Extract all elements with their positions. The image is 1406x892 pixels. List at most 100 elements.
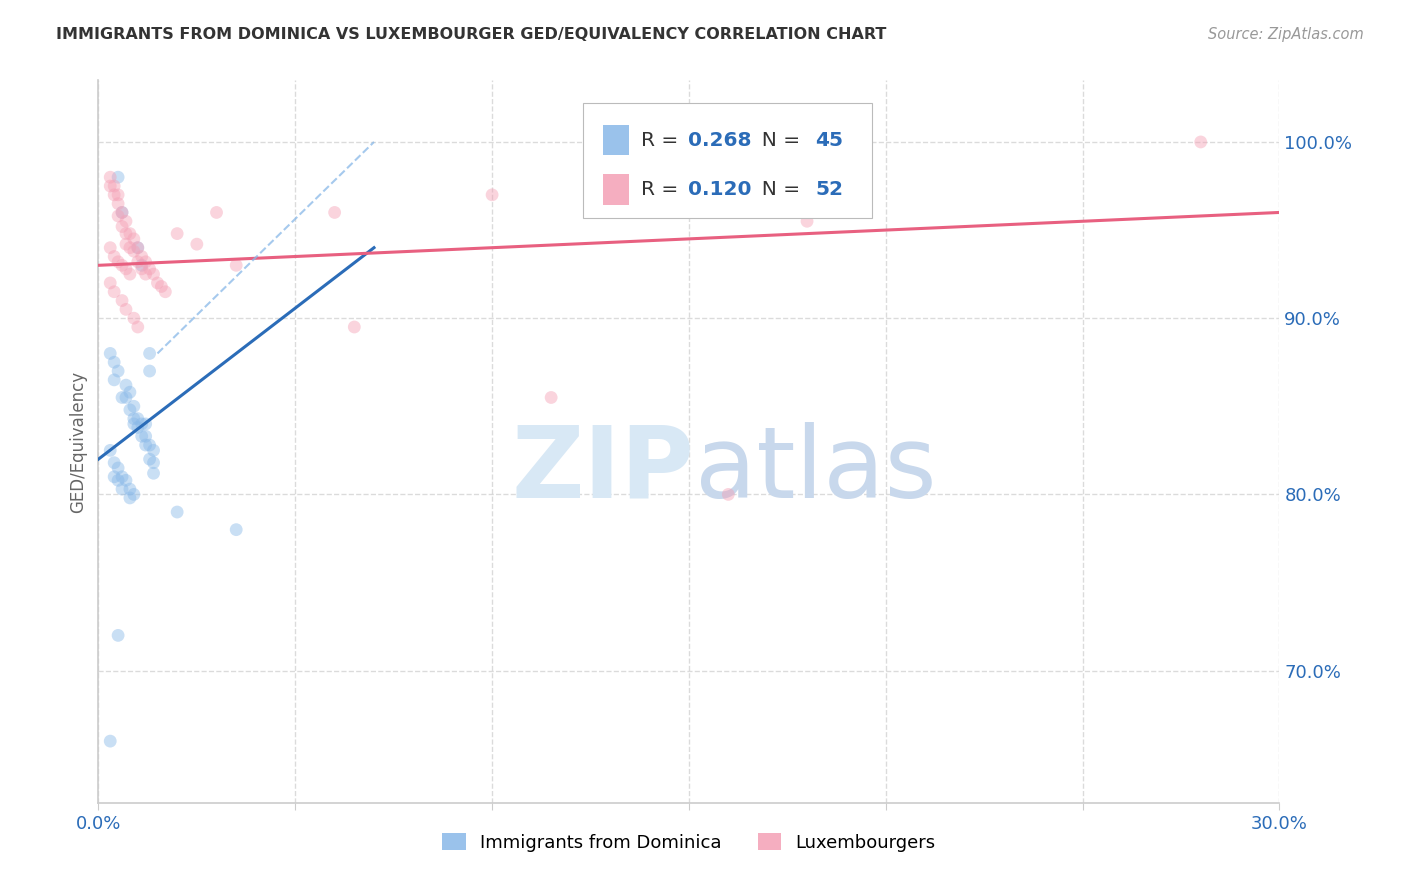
Point — [107, 461, 129, 475]
Point — [118, 402, 141, 417]
Point — [138, 452, 160, 467]
Point — [131, 417, 153, 431]
Point — [142, 456, 165, 470]
Point — [107, 196, 129, 211]
Legend: Immigrants from Dominica, Luxembourgers: Immigrants from Dominica, Luxembourgers — [434, 826, 943, 859]
Point — [146, 276, 169, 290]
Point — [103, 355, 125, 369]
Point — [115, 214, 138, 228]
Point — [118, 491, 141, 505]
Text: 0.120: 0.120 — [688, 180, 751, 199]
FancyBboxPatch shape — [582, 103, 872, 218]
Point — [127, 241, 149, 255]
Point — [138, 261, 160, 276]
Point — [111, 258, 134, 272]
Point — [118, 241, 141, 255]
Point — [103, 285, 125, 299]
Point — [107, 473, 129, 487]
Point — [98, 241, 121, 255]
Text: 0.268: 0.268 — [688, 130, 751, 150]
Text: N =: N = — [749, 130, 807, 150]
Point — [115, 473, 138, 487]
Point — [138, 364, 160, 378]
Point — [138, 346, 160, 360]
Point — [135, 417, 157, 431]
Point — [205, 205, 228, 219]
Point — [122, 417, 145, 431]
Point — [111, 219, 134, 234]
Point — [103, 456, 125, 470]
Text: IMMIGRANTS FROM DOMINICA VS LUXEMBOURGER GED/EQUIVALENCY CORRELATION CHART: IMMIGRANTS FROM DOMINICA VS LUXEMBOURGER… — [56, 27, 887, 42]
Point — [186, 237, 208, 252]
Point — [111, 293, 134, 308]
Point — [796, 214, 818, 228]
Point — [122, 244, 145, 259]
Point — [131, 258, 153, 272]
Point — [127, 420, 149, 434]
Bar — [603, 174, 628, 204]
Point — [98, 276, 121, 290]
Point — [150, 279, 173, 293]
Point — [135, 254, 157, 268]
Point — [98, 443, 121, 458]
Point — [98, 179, 121, 194]
Text: atlas: atlas — [695, 422, 936, 519]
Point — [107, 628, 129, 642]
Point — [166, 227, 188, 241]
Point — [103, 373, 125, 387]
Point — [115, 237, 138, 252]
Point — [717, 487, 740, 501]
Point — [111, 205, 134, 219]
Point — [115, 302, 138, 317]
Point — [122, 232, 145, 246]
Point — [122, 487, 145, 501]
Point — [599, 196, 621, 211]
Point — [142, 443, 165, 458]
Point — [127, 320, 149, 334]
Point — [111, 470, 134, 484]
Point — [103, 250, 125, 264]
Point — [98, 170, 121, 185]
Point — [107, 209, 129, 223]
Point — [122, 399, 145, 413]
Point — [343, 320, 366, 334]
Text: N =: N = — [749, 180, 807, 199]
Text: 52: 52 — [815, 180, 844, 199]
Point — [127, 254, 149, 268]
Point — [1189, 135, 1212, 149]
Point — [118, 482, 141, 496]
Text: Source: ZipAtlas.com: Source: ZipAtlas.com — [1208, 27, 1364, 42]
Point — [107, 364, 129, 378]
Point — [111, 391, 134, 405]
Point — [122, 311, 145, 326]
Point — [131, 429, 153, 443]
Point — [540, 391, 562, 405]
Point — [142, 267, 165, 281]
Point — [135, 438, 157, 452]
Text: R =: R = — [641, 130, 685, 150]
Point — [107, 187, 129, 202]
Point — [142, 467, 165, 481]
Point — [131, 261, 153, 276]
Bar — [603, 125, 628, 155]
Point — [103, 179, 125, 194]
Point — [127, 241, 149, 255]
Text: R =: R = — [641, 180, 685, 199]
Point — [115, 391, 138, 405]
Point — [118, 267, 141, 281]
Point — [103, 470, 125, 484]
Point — [98, 734, 121, 748]
Point — [166, 505, 188, 519]
Text: 45: 45 — [815, 130, 844, 150]
Point — [98, 346, 121, 360]
Point — [155, 285, 177, 299]
Point — [138, 438, 160, 452]
Y-axis label: GED/Equivalency: GED/Equivalency — [69, 370, 87, 513]
Point — [107, 170, 129, 185]
Point — [127, 411, 149, 425]
Point — [135, 429, 157, 443]
Point — [111, 482, 134, 496]
Point — [107, 254, 129, 268]
Point — [111, 205, 134, 219]
Point — [115, 261, 138, 276]
